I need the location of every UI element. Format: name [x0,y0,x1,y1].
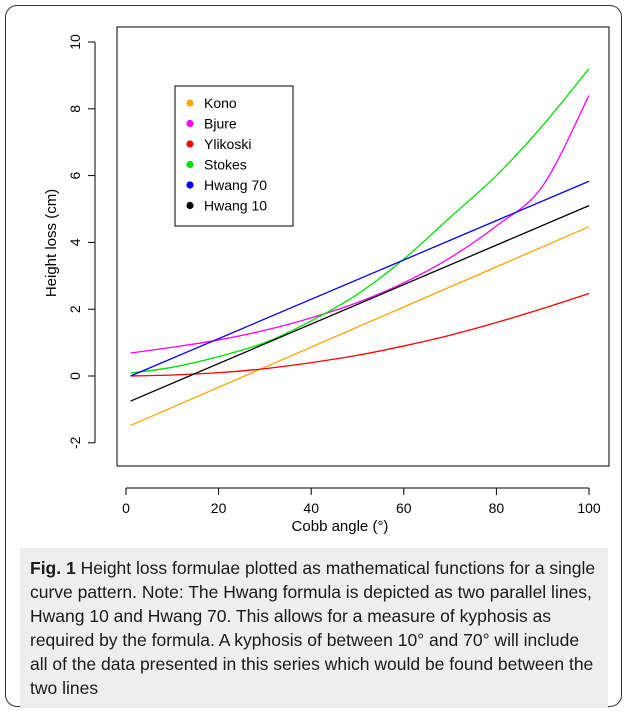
legend-label-hwang-70: Hwang 70 [204,177,267,193]
x-tick-label: 100 [577,500,601,516]
x-axis: 0 20 40 60 80 100 [122,487,601,516]
chart: 0 20 40 60 80 100 -2 0 2 4 6 8 10 Kono Bjure Ylikoski… [43,26,610,535]
y-tick-label: 4 [67,238,83,246]
y-tick-label: -2 [67,436,83,449]
legend-label-bjure: Bjure [204,116,237,132]
y-axis-title: Height loss (cm) [43,189,60,297]
series-line-kono [130,226,590,427]
legend-label-kono: Kono [204,95,237,111]
series-line-ylikoski [130,292,590,377]
legend-label-ylikoski: Ylikoski [204,136,251,152]
legend: Kono Bjure Ylikoski Stokes Hwang 70 Hwang 10 [174,85,294,227]
legend-box [174,85,294,227]
series-layer [130,68,590,427]
x-tick-label: 60 [396,500,412,516]
x-tick-label: 40 [303,500,319,516]
figure-caption: Fig. 1 Height loss formulae plotted as m… [20,548,608,708]
legend-marker-bjure [186,119,194,128]
caption-text: Height loss formulae plotted as mathemat… [30,558,596,698]
series-line-stokes [130,68,590,374]
y-tick-label: 6 [67,171,83,179]
legend-marker-ylikoski [186,140,194,148]
series-line-bjure [130,95,590,354]
x-tick-label: 20 [211,500,227,516]
legend-marker-hwang-10 [186,201,194,210]
y-tick-label: 0 [67,372,83,380]
series-line-hwang-10 [130,205,590,402]
series-line-hwang-70 [130,180,590,377]
x-tick-label: 80 [489,500,505,516]
legend-label-hwang-10: Hwang 10 [204,198,267,214]
y-axis: -2 0 2 4 6 8 10 [67,34,96,449]
x-tick-label: 0 [122,500,130,516]
y-tick-label: 10 [67,34,83,50]
x-axis-title: Cobb angle (°) [292,518,389,535]
y-tick-label: 8 [67,105,83,113]
legend-marker-hwang-70 [186,181,194,189]
y-tick-label: 2 [67,305,83,313]
legend-marker-stokes [186,160,194,169]
caption-label: Fig. 1 [30,558,76,578]
legend-marker-kono [186,99,194,107]
plot-area-frame [116,26,610,467]
legend-label-stokes: Stokes [204,157,247,173]
